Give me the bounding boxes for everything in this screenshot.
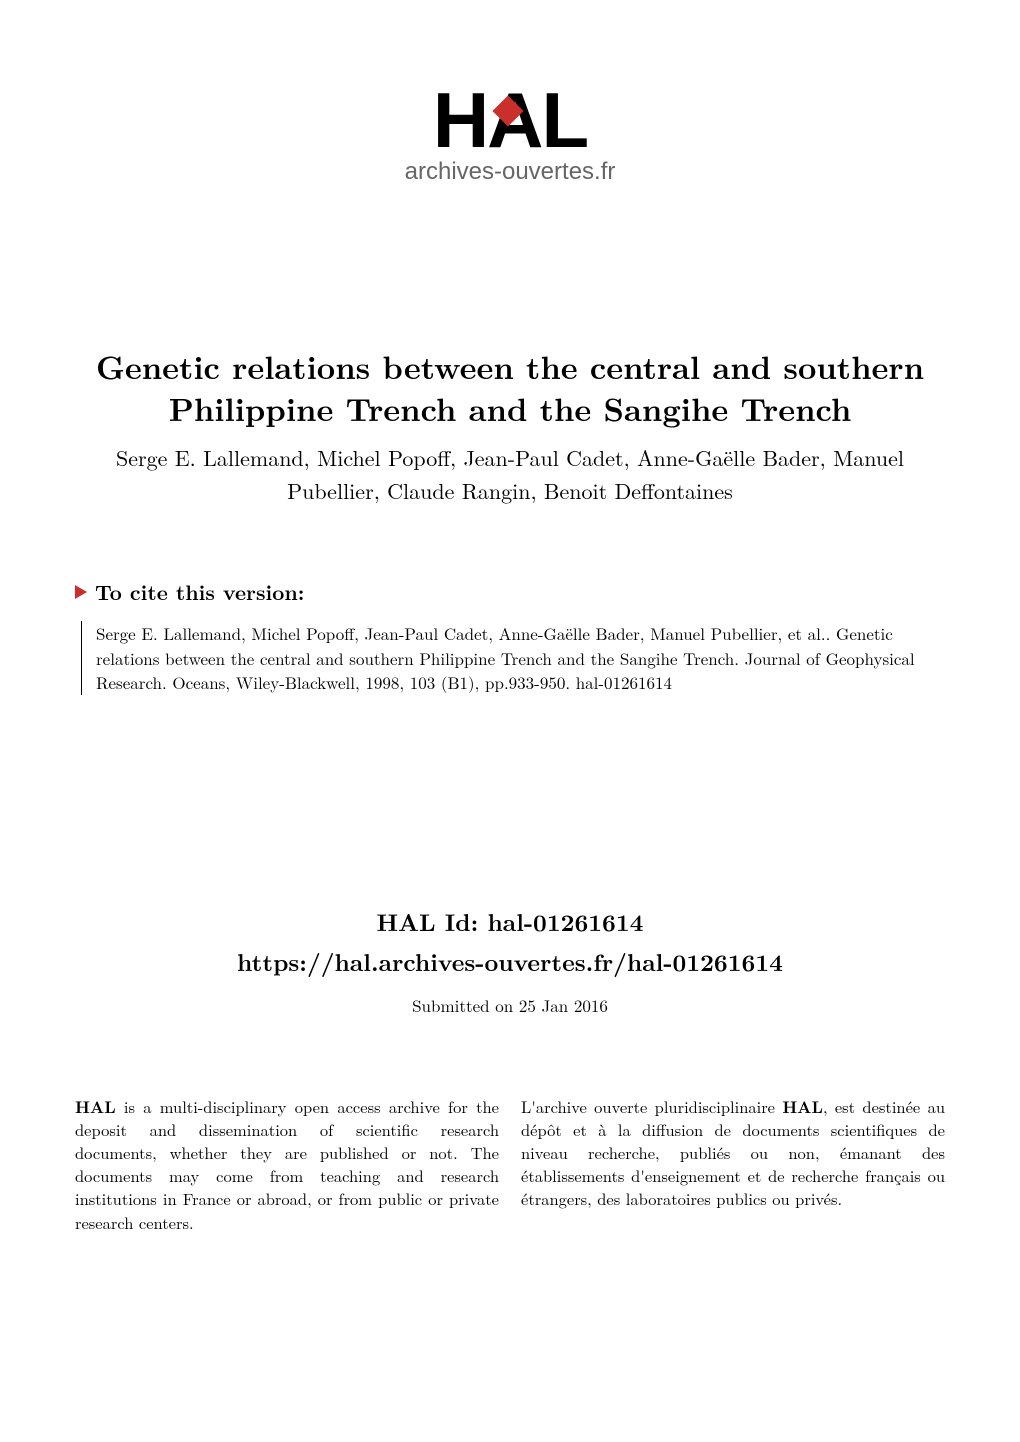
logo-l: L xyxy=(542,76,588,164)
cite-section: To cite this version: Serge E. Lallemand… xyxy=(0,577,1020,695)
submitted-date: Submitted on 25 Jan 2016 xyxy=(0,993,1020,1017)
cite-header: To cite this version: xyxy=(75,577,945,607)
abstract-left: HAL is a multi-disciplinary open access … xyxy=(75,1095,499,1234)
hal-bold-right: HAL xyxy=(782,1094,823,1118)
triangle-icon xyxy=(75,585,87,599)
abstract-left-text: is a multi-disciplinary open access arch… xyxy=(75,1094,499,1233)
abstract-columns: HAL is a multi-disciplinary open access … xyxy=(0,1095,1020,1234)
cite-header-text: To cite this version: xyxy=(95,577,304,607)
hal-logo: HAL archives-ouvertes.fr xyxy=(405,75,616,186)
cite-body: Serge E. Lallemand, Michel Popoff, Jean-… xyxy=(81,621,945,695)
abstract-right-prefix: L'archive ouverte pluridisciplinaire xyxy=(521,1094,782,1118)
logo-a: A xyxy=(487,75,541,166)
authors-list: Serge E. Lallemand, Michel Popoff, Jean-… xyxy=(80,441,940,507)
title-block: Genetic relations between the central an… xyxy=(0,346,1020,507)
hal-bold-left: HAL xyxy=(75,1094,116,1118)
abstract-right: L'archive ouverte pluridisciplinaire HAL… xyxy=(521,1095,945,1234)
paper-title: Genetic relations between the central an… xyxy=(80,346,940,429)
hal-id-block: HAL Id: hal-01261614 https://hal.archive… xyxy=(0,905,1020,1017)
hal-id: HAL Id: hal-01261614 xyxy=(0,905,1020,939)
hal-logo-text: HAL xyxy=(433,75,587,166)
hal-url: https://hal.archives-ouvertes.fr/hal-012… xyxy=(0,945,1020,979)
hal-logo-block: HAL archives-ouvertes.fr xyxy=(0,0,1020,206)
logo-h: H xyxy=(433,76,487,164)
